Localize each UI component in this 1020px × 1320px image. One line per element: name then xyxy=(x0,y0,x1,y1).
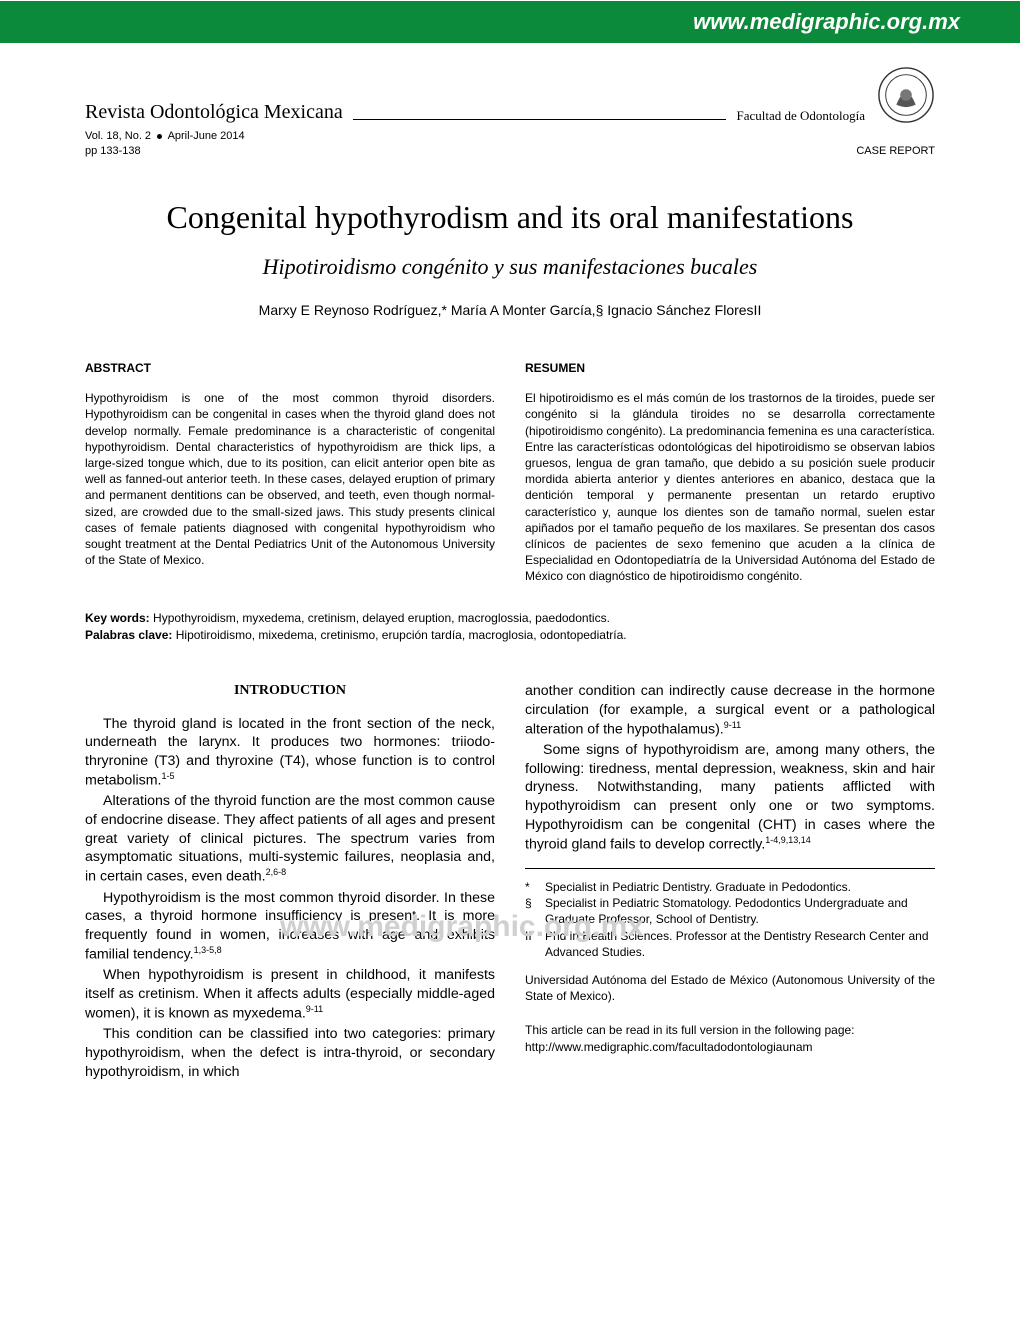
banner-url: www.medigraphic.org.mx xyxy=(693,9,960,34)
pages-text: pp 133-138 xyxy=(85,145,141,157)
body-right-p2: Some signs of hypothyroidism are, among … xyxy=(525,741,935,854)
keywords-en-text: Hypothyroidism, myxedema, cretinism, del… xyxy=(150,611,610,625)
top-banner: www.medigraphic.org.mx xyxy=(0,0,1020,46)
affiliation-2: § Specialist in Pediatric Stomatology. P… xyxy=(525,895,935,927)
abstract-heading-es: RESUMEN xyxy=(525,360,935,376)
abstract-heading-en: ABSTRACT xyxy=(85,360,495,376)
issue-date: April-June 2014 xyxy=(168,130,245,142)
affiliations-block: * Specialist in Pediatric Dentistry. Gra… xyxy=(525,868,935,1055)
abstract-spanish: RESUMEN El hipotiroidismo es el más comú… xyxy=(525,360,935,584)
faculty-name: Facultad de Odontología xyxy=(736,108,865,124)
body-columns: INTRODUCTION The thyroid gland is locate… xyxy=(85,682,935,1083)
university-seal-icon xyxy=(877,66,935,124)
article-subtitle: Hipotiroidismo congénito y sus manifesta… xyxy=(85,254,935,280)
article-link-url[interactable]: http://www.medigraphic.com/facultadodont… xyxy=(525,1040,813,1054)
keywords-block: Key words: Hypothyroidism, myxedema, cre… xyxy=(85,610,935,644)
volume-row: Vol. 18, No. 2 April-June 2014 xyxy=(85,130,935,142)
keywords-en-label: Key words: xyxy=(85,611,150,625)
body-p4: When hypothyroidism is present in childh… xyxy=(85,966,495,1023)
affiliation-university: Universidad Autónoma del Estado de Méxic… xyxy=(525,972,935,1004)
body-p5: This condition can be classified into tw… xyxy=(85,1025,495,1081)
abstract-english: ABSTRACT Hypothyroidism is one of the mo… xyxy=(85,360,495,584)
article-title: Congenital hypothyrodism and its oral ma… xyxy=(85,199,935,236)
body-p3: Hypothyroidism is the most common thyroi… xyxy=(85,889,495,965)
keywords-es-text: Hipotiroidismo, mixedema, cretinismo, er… xyxy=(172,628,626,642)
keywords-es-line: Palabras clave: Hipotiroidismo, mixedema… xyxy=(85,627,935,644)
affiliation-3: II Phd in Health Sciences. Professor at … xyxy=(525,928,935,960)
journal-title: Revista Odontológica Mexicana xyxy=(85,101,343,124)
authors-line: Marxy E Reynoso Rodríguez,* María A Mont… xyxy=(85,302,935,318)
report-type: CASE REPORT xyxy=(856,145,935,157)
abstract-text-es: El hipotiroidismo es el más común de los… xyxy=(525,390,935,584)
affiliation-1: * Specialist in Pediatric Dentistry. Gra… xyxy=(525,879,935,895)
header-row: Revista Odontológica Mexicana Facultad d… xyxy=(85,96,935,124)
body-left-column: INTRODUCTION The thyroid gland is locate… xyxy=(85,682,495,1083)
pages-row: pp 133-138 CASE REPORT xyxy=(85,145,935,157)
page-content: Revista Odontológica Mexicana Facultad d… xyxy=(0,46,1020,1123)
body-p2: Alterations of the thyroid function are … xyxy=(85,792,495,886)
article-link-block: This article can be read in its full ver… xyxy=(525,1022,935,1054)
abstract-section: ABSTRACT Hypothyroidism is one of the mo… xyxy=(85,360,935,584)
volume-text: Vol. 18, No. 2 xyxy=(85,130,151,142)
body-p1: The thyroid gland is located in the fron… xyxy=(85,715,495,791)
body-right-p1: another condition can indirectly cause d… xyxy=(525,682,935,739)
dot-separator xyxy=(157,134,162,139)
abstract-text-en: Hypothyroidism is one of the most common… xyxy=(85,390,495,568)
keywords-en-line: Key words: Hypothyroidism, myxedema, cre… xyxy=(85,610,935,627)
introduction-heading: INTRODUCTION xyxy=(85,682,495,700)
header-rule xyxy=(353,119,727,120)
body-right-column: another condition can indirectly cause d… xyxy=(525,682,935,1083)
keywords-es-label: Palabras clave: xyxy=(85,628,172,642)
